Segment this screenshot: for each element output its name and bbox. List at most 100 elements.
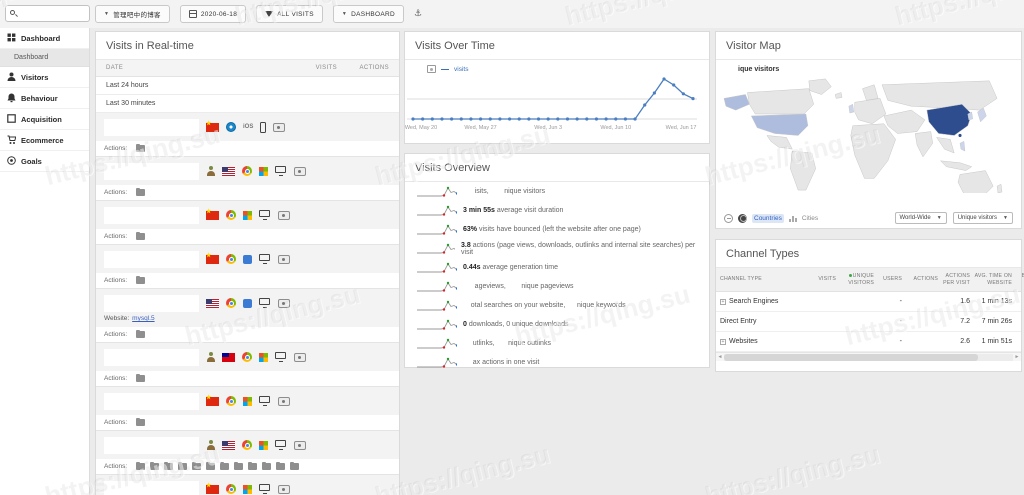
metric-select[interactable]: Unique visitors ▼ xyxy=(952,212,1013,224)
search-input[interactable] xyxy=(20,10,80,17)
page-view-icon xyxy=(136,461,146,470)
channel-column-actions-per-visit[interactable]: ACTIONS PER VISIT xyxy=(943,273,970,286)
sidebar-item-goals[interactable]: Goals xyxy=(0,151,89,172)
dashboard-icon xyxy=(7,33,16,42)
dashboard-selector-button[interactable]: ▼ DASHBOARD xyxy=(332,5,404,23)
country-taiwan[interactable] xyxy=(958,133,962,138)
country-europe[interactable]: Europe xyxy=(854,98,887,125)
countries-link[interactable]: Countries xyxy=(752,213,784,223)
channel-column-unique-visitors[interactable]: UNIQUE VISITORS xyxy=(848,273,874,286)
cities-link[interactable]: Cities xyxy=(801,214,819,222)
country-south-korea[interactable]: South Korea xyxy=(967,111,973,121)
world-map[interactable]: GreenlandAlaska (US)CanadaUnited StatesM… xyxy=(716,75,1009,193)
sparkline xyxy=(417,186,457,197)
anchor-icon[interactable]: ⚓ xyxy=(413,9,423,19)
sidebar-item-dashboard[interactable]: Dashboard xyxy=(0,28,89,49)
channel-column-users[interactable]: USERS xyxy=(883,276,902,283)
export-image-icon[interactable] xyxy=(427,65,436,73)
visits-over-time-chart[interactable]: Wed, May 20 Wed, May 27 Wed, Jun 3 Wed, Jun… xyxy=(405,73,699,139)
channel-label-cell[interactable]: + Search Engines xyxy=(720,298,806,305)
channel-column-channel-type[interactable]: CHANNEL TYPE xyxy=(720,276,762,283)
segment-selector-button[interactable]: ALL VISITS xyxy=(256,5,323,23)
date-selector-button[interactable]: 2020-06-18 xyxy=(179,5,247,23)
page-view-icon xyxy=(206,461,216,470)
visitor-row: ★Baidu, Keywords:"邮件全自动转私有服务器"Actions: xyxy=(96,475,399,495)
legend-label[interactable]: visits xyxy=(454,65,469,73)
country-united-states[interactable]: United States xyxy=(750,113,809,136)
channel-column-bounce-rate[interactable]: BOUNCE RATE xyxy=(1021,273,1024,279)
column-visits[interactable]: VISITS xyxy=(315,65,337,71)
country-united-kingdom[interactable]: United Kingdom xyxy=(848,103,854,114)
sidebar-item-acquisition[interactable]: Acquisition xyxy=(0,109,89,130)
overview-metric-text: 0 downloads, 0 unique downloads xyxy=(463,321,569,328)
sidebar-item-label: Acquisition xyxy=(21,114,62,124)
country-canada[interactable]: Canada xyxy=(747,88,815,115)
search-box[interactable] xyxy=(5,5,90,22)
channel-column-actions[interactable]: ACTIONS xyxy=(913,276,938,283)
windows-os-icon xyxy=(243,396,252,406)
svg-text:Wed, Jun 10: Wed, Jun 10 xyxy=(600,125,631,131)
country-new-zealand[interactable]: New Zealand xyxy=(996,183,1003,193)
channel-column-visits[interactable]: VISITS xyxy=(818,276,836,283)
country-iceland[interactable]: Iceland xyxy=(834,92,843,99)
horizontal-scrollbar[interactable]: ◄ ► xyxy=(716,352,1021,361)
sidebar-item-label: Ecommerce xyxy=(21,135,64,145)
country-india[interactable]: India xyxy=(914,131,933,158)
country-scandinavia[interactable]: Scandinavia xyxy=(862,84,879,101)
country-japan[interactable]: Japan xyxy=(977,107,987,123)
scrollbar-track[interactable] xyxy=(724,353,1013,361)
chart-legend: visits xyxy=(405,60,709,73)
overview-metric-text: 63% visits have bounced (left the websit… xyxy=(463,226,641,233)
overview-row: ageviews, nique pageviews xyxy=(405,277,709,296)
actions-label: Actions: xyxy=(104,331,128,338)
visitor-row-details: ★ xyxy=(96,387,399,415)
last-24-hours-row[interactable]: Last 24 hours xyxy=(96,77,399,95)
zoom-out-icon[interactable] xyxy=(724,213,733,223)
sparkline xyxy=(417,357,457,368)
site-selector-button[interactable]: ▼ 管理吧中的博客 xyxy=(95,5,170,23)
visitor-row: ★ Actions: xyxy=(96,245,399,289)
page-view-icon xyxy=(164,461,174,470)
country-china[interactable]: China xyxy=(926,103,973,136)
country-greenland[interactable]: Greenland xyxy=(808,78,832,95)
expand-icon[interactable]: + xyxy=(720,298,726,305)
referrer-link[interactable]: mysql.5 xyxy=(132,315,155,322)
channel-label-cell[interactable]: + Websites xyxy=(720,338,806,345)
country-mexico[interactable]: Mexico xyxy=(766,135,793,150)
screen-resolution-icon xyxy=(278,396,290,406)
channel-column-avg-time-on-website[interactable]: AVG. TIME ON WEBSITE xyxy=(974,273,1012,286)
column-actions[interactable]: ACTIONS xyxy=(359,65,389,71)
country-russia[interactable]: Russia xyxy=(881,80,998,111)
svg-text:Wed, May 20: Wed, May 20 xyxy=(405,125,437,131)
sidebar-item-visitors[interactable]: Visitors xyxy=(0,67,89,88)
country-africa[interactable]: Africa xyxy=(850,123,896,179)
visitor-row: Actions: xyxy=(96,431,399,475)
scroll-right-icon[interactable]: ► xyxy=(1014,354,1020,360)
redacted-date xyxy=(104,162,199,180)
region-select[interactable]: World-Wide ▼ xyxy=(894,212,947,224)
sidebar-item-behaviour[interactable]: Behaviour xyxy=(0,88,89,109)
country-alaska-us-[interactable]: Alaska (US) xyxy=(723,94,750,111)
visitor-actions-row: Actions: xyxy=(96,185,399,200)
country-indonesia[interactable]: Indonesia xyxy=(939,160,973,171)
visitor-map-panel: Visitor Map ique visitors Greenland Alask… xyxy=(715,31,1022,229)
last-30-minutes-row[interactable]: Last 30 minutes xyxy=(96,95,399,113)
country-philippines[interactable]: Philippines xyxy=(959,140,966,152)
sidebar-item-ecommerce[interactable]: Ecommerce xyxy=(0,130,89,151)
overview-row: 0 downloads, 0 unique downloads xyxy=(405,315,709,334)
screen-resolution-icon xyxy=(278,254,290,264)
page-view-icon xyxy=(276,461,286,470)
scroll-left-icon[interactable]: ◄ xyxy=(717,354,723,360)
chrome-browser-icon xyxy=(226,484,236,494)
country-australia[interactable]: Australia xyxy=(957,170,994,193)
scrollbar-thumb[interactable] xyxy=(724,353,979,361)
visitor-row-main xyxy=(104,347,391,367)
ios-os-icon: iOS xyxy=(243,124,254,130)
channel-label-cell[interactable]: Direct Entry xyxy=(720,318,806,325)
sidebar-subitem-dashboard[interactable]: Dashboard xyxy=(0,49,89,67)
country-south-america[interactable]: South America xyxy=(790,150,816,191)
country-southeast-asia[interactable]: Southeast Asia xyxy=(936,137,955,154)
country-middle-east[interactable]: Middle East xyxy=(883,109,926,134)
expand-icon[interactable]: + xyxy=(720,338,726,345)
column-date[interactable]: DATE xyxy=(106,65,124,71)
